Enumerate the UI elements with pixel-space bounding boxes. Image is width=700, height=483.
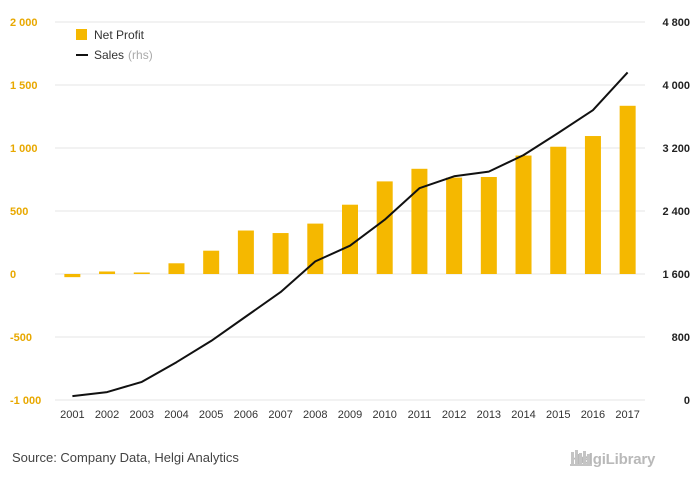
bar-net-profit-2002 (99, 271, 116, 274)
right-tick-label: 4 000 (662, 80, 690, 92)
left-axis-ticks: -1 000 -500 0 500 1 000 1 500 2 000 (10, 17, 41, 407)
bar-net-profit-2013 (480, 176, 497, 274)
bar-net-profit-2014 (515, 155, 532, 274)
bar-net-profit-2004 (168, 263, 185, 274)
x-tick-label: 2014 (511, 409, 535, 421)
bar-net-profit-2015 (550, 146, 567, 274)
source-text: Source: Company Data, Helgi Analytics (12, 450, 239, 465)
bar-net-profit-2011 (411, 168, 428, 274)
x-tick-label: 2007 (268, 409, 292, 421)
bars-layer (64, 105, 636, 278)
x-axis-ticks: 2001 2002 2003 2004 2005 2006 2007 2008 2009 2010… (60, 409, 640, 421)
x-tick-label: 2015 (546, 409, 570, 421)
left-tick-label: 500 (10, 206, 28, 218)
bar-net-profit-2010 (376, 181, 393, 274)
x-tick-label: 2012 (442, 409, 466, 421)
left-tick-label: -500 (10, 332, 32, 344)
x-tick-label: 2004 (164, 409, 188, 421)
legend-label-sales-name: Sales (94, 48, 124, 62)
x-tick-label: 2005 (199, 409, 223, 421)
x-tick-label: 2009 (338, 409, 362, 421)
line-layer (72, 71, 629, 398)
legend: Net Profit Sales (rhs) (76, 28, 153, 62)
x-tick-label: 2003 (130, 409, 154, 421)
x-tick-label: 2006 (234, 409, 258, 421)
right-tick-label: 2 400 (662, 206, 690, 218)
logo-text: HelgiLibrary (570, 450, 656, 468)
bar-net-profit-2016 (584, 136, 601, 274)
x-tick-label: 2016 (581, 409, 605, 421)
bar-net-profit-2006 (237, 230, 254, 274)
bar-net-profit-2017 (619, 105, 636, 274)
x-tick-label: 2008 (303, 409, 327, 421)
helgi-library-logo: HelgiLibrary (570, 448, 655, 470)
left-tick-label: -1 000 (10, 395, 41, 407)
left-tick-label: 1 500 (10, 80, 38, 92)
bar-net-profit-2003 (133, 272, 150, 274)
right-tick-label: 1 600 (662, 269, 690, 281)
bar-net-profit-2007 (272, 233, 289, 274)
x-tick-label: 2013 (477, 409, 501, 421)
legend-label-sales: Sales (rhs) (94, 48, 153, 62)
x-tick-label: 2011 (408, 409, 432, 421)
right-axis-ticks: 0 800 1 600 2 400 3 200 4 000 4 800 (662, 17, 690, 407)
x-tick-label: 2002 (95, 409, 119, 421)
bar-net-profit-2005 (203, 250, 220, 274)
bar-net-profit-2001 (64, 274, 81, 278)
bar-net-profit-2008 (307, 223, 324, 274)
legend-swatch-net-profit (76, 29, 87, 40)
right-tick-label: 0 (684, 395, 690, 407)
bar-net-profit-2009 (342, 204, 358, 274)
x-tick-label: 2010 (372, 409, 396, 421)
x-tick-label: 2017 (615, 409, 639, 421)
bar-net-profit-2012 (446, 177, 463, 274)
line-sales (72, 71, 629, 398)
x-tick-label: 2001 (60, 409, 84, 421)
right-tick-label: 3 200 (662, 143, 690, 155)
left-tick-label: 0 (10, 269, 16, 281)
left-tick-label: 1 000 (10, 143, 38, 155)
legend-label-net-profit: Net Profit (94, 28, 145, 42)
right-tick-label: 800 (672, 332, 690, 344)
left-tick-label: 2 000 (10, 17, 38, 29)
library-books-icon (570, 450, 592, 466)
legend-label-sales-suffix: (rhs) (128, 48, 153, 62)
right-tick-label: 4 800 (662, 17, 690, 29)
